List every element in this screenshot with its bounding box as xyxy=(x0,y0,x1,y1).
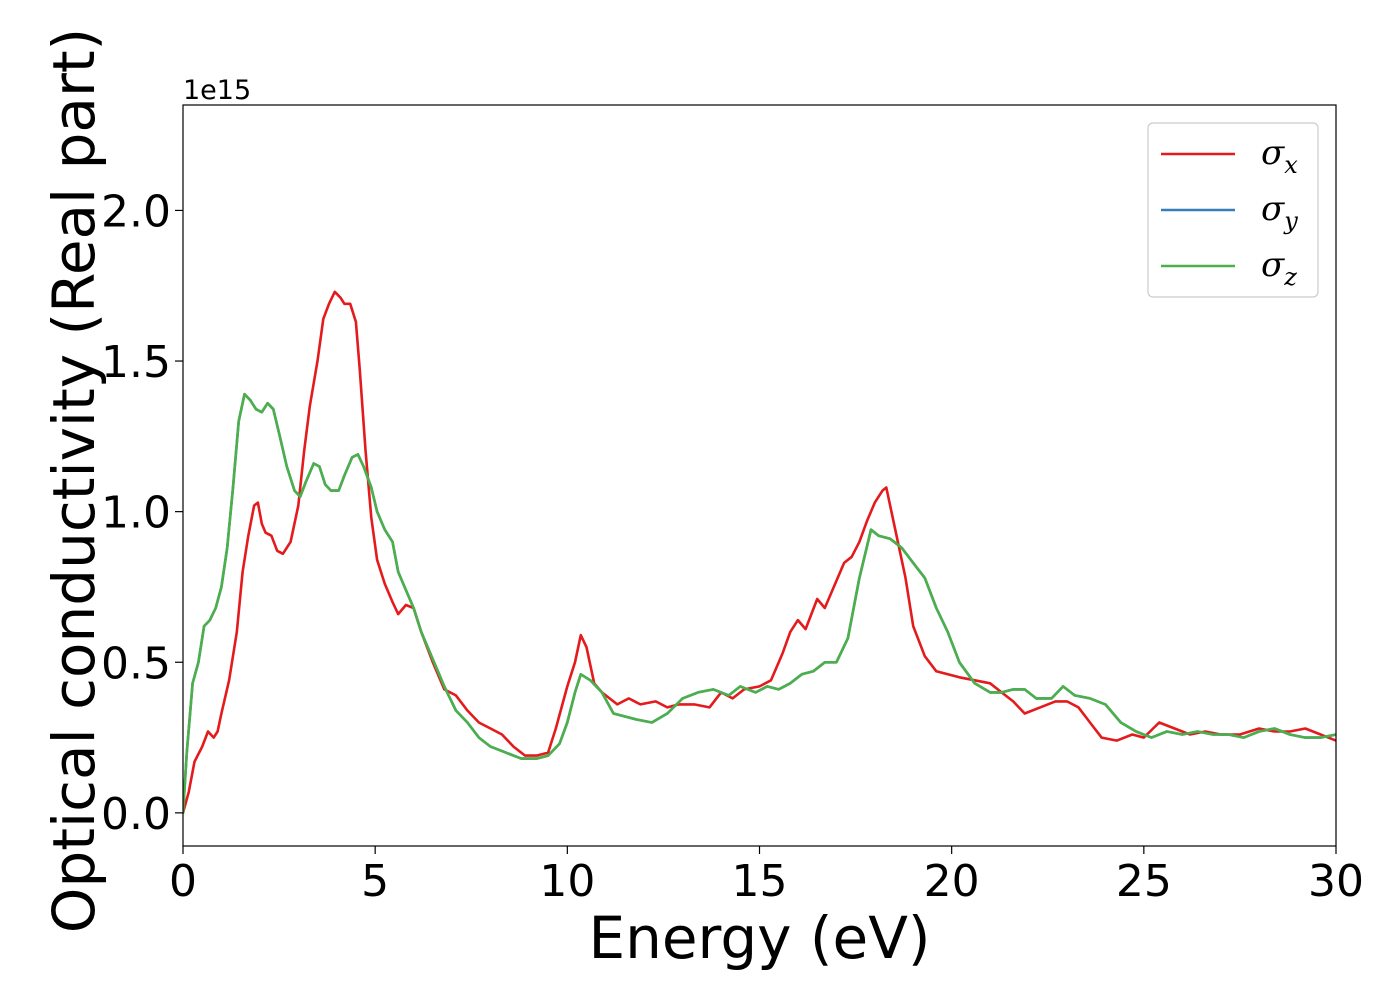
x-tick-label: 10 xyxy=(539,856,595,907)
y-tick-label: 2.0 xyxy=(101,186,171,237)
legend-label: σy xyxy=(1261,189,1298,235)
x-tick-label: 5 xyxy=(361,856,389,907)
x-tick-label: 0 xyxy=(169,856,197,907)
legend-item-z: σz xyxy=(1161,245,1297,291)
series-layer xyxy=(183,290,1336,815)
series-line-z xyxy=(183,392,1336,815)
y-tick-label: 0.5 xyxy=(101,638,171,689)
x-tick-label: 30 xyxy=(1308,856,1364,907)
y-tick-label: 0.0 xyxy=(101,789,171,840)
legend-item-x: σx xyxy=(1161,133,1298,179)
y-tick-label: 1.0 xyxy=(101,488,171,539)
x-tick-label: 20 xyxy=(924,856,980,907)
series-line-x xyxy=(183,290,1336,815)
legend-label: σx xyxy=(1261,133,1298,179)
x-tick-label: 25 xyxy=(1116,856,1172,907)
x-axis-label: Energy (eV) xyxy=(588,904,930,972)
legend-label: σz xyxy=(1261,245,1297,291)
legend: σx σy σz xyxy=(1147,122,1319,298)
y-offset-label: 1e15 xyxy=(183,75,251,106)
y-axis: 0.0 0.5 1.0 1.5 2.0 xyxy=(101,186,183,840)
x-tick-label: 15 xyxy=(732,856,788,907)
legend-item-y: σy xyxy=(1161,189,1298,235)
y-tick-label: 1.5 xyxy=(101,337,171,388)
y-axis-label: Optical conductivity (Real part) xyxy=(40,28,108,933)
x-axis: 0 5 10 15 20 25 30 xyxy=(169,846,1364,907)
